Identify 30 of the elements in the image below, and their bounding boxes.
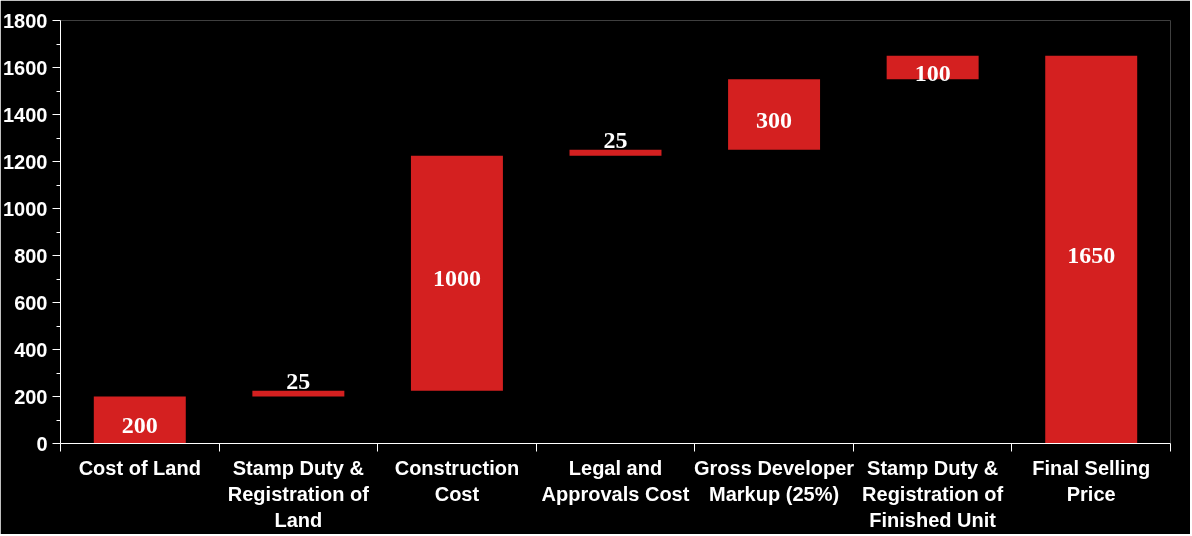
y-tick-label: 800 <box>14 244 48 267</box>
bar <box>728 79 821 150</box>
data-label: 25 <box>603 126 628 153</box>
y-tick-label: 1400 <box>3 103 48 126</box>
x-tick-label: Construction Cost <box>394 456 520 505</box>
data-label: 100 <box>914 59 951 86</box>
x-tick-label: Cost of Land <box>78 456 201 479</box>
bar <box>410 155 503 391</box>
bar <box>569 149 662 156</box>
y-tick-label: 0 <box>36 432 48 455</box>
bar <box>93 396 186 444</box>
x-tick-label: Legal and Approvals Cost <box>541 456 690 505</box>
data-label: 1650 <box>1067 241 1116 268</box>
x-tick-label: Stamp Duty & Registration of Land <box>227 456 370 532</box>
y-tick-label: 1000 <box>3 197 48 220</box>
y-tick-label: 1200 <box>3 150 48 173</box>
data-label: 1000 <box>432 265 481 292</box>
bar <box>1045 55 1138 444</box>
y-tick-label: 1600 <box>3 56 48 79</box>
y-tick-label: 200 <box>14 385 48 408</box>
y-tick-label: 400 <box>14 338 48 361</box>
data-label: 200 <box>121 412 158 438</box>
y-tick-label: 600 <box>14 291 48 314</box>
data-label: 300 <box>756 106 793 133</box>
x-tick-label: Final Selling Price <box>1032 456 1151 505</box>
bar <box>252 390 345 397</box>
x-tick-label: Stamp Duty & Registration of Finished Unit <box>862 456 1004 532</box>
data-label: 25 <box>286 367 311 394</box>
y-tick-label: 1800 <box>3 9 48 32</box>
x-tick-label: Gross Developer Markup (25%) <box>694 456 855 505</box>
